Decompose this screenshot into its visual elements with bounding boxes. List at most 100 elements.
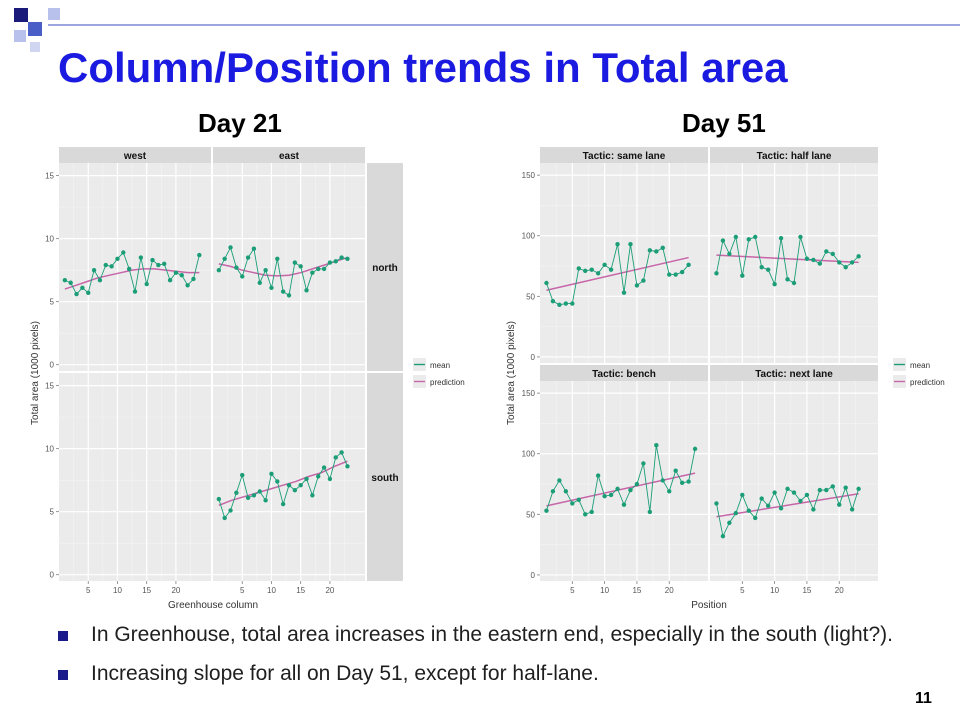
y-tick-label: 50 — [526, 292, 535, 301]
mean-point — [753, 515, 758, 521]
corner-square-light — [48, 8, 60, 20]
mean-point — [798, 498, 803, 504]
mean-point — [615, 242, 620, 247]
mean-point — [602, 262, 607, 268]
mean-point — [830, 484, 835, 489]
corner-square-pale — [30, 42, 40, 52]
mean-point — [817, 261, 823, 266]
x-tick-label: 20 — [665, 586, 674, 595]
mean-point — [222, 515, 227, 521]
mean-point — [185, 283, 190, 288]
facet-strip — [213, 147, 365, 163]
mean-point — [216, 496, 222, 502]
mean-point — [286, 482, 292, 488]
mean-point — [275, 256, 280, 262]
mean-point — [345, 256, 350, 262]
mean-point — [843, 265, 848, 270]
mean-point — [673, 468, 678, 473]
x-tick-label: 15 — [296, 586, 305, 595]
mean-point — [628, 242, 633, 247]
mean-point — [557, 302, 562, 308]
mean-point — [654, 443, 659, 448]
x-tick-label: 15 — [802, 586, 811, 595]
mean-point — [759, 496, 764, 501]
mean-point — [785, 486, 790, 492]
panel-background — [540, 381, 708, 581]
mean-point — [228, 245, 233, 250]
mean-point — [602, 493, 607, 499]
mean-point — [811, 257, 816, 263]
mean-point — [660, 478, 665, 483]
facet-strip-label: Tactic: same lane — [583, 151, 666, 162]
mean-point — [97, 278, 103, 283]
mean-point — [304, 288, 309, 293]
mean-point — [68, 280, 73, 285]
mean-point — [785, 277, 790, 282]
mean-point — [714, 501, 719, 506]
mean-point — [576, 266, 581, 271]
mean-point — [286, 293, 292, 298]
y-tick-label: 50 — [526, 510, 535, 519]
facet-row-strip — [367, 373, 403, 581]
mean-point — [126, 266, 132, 272]
mean-point — [727, 251, 732, 257]
mean-point — [310, 270, 315, 275]
mean-point — [583, 512, 588, 517]
y-tick-label: 150 — [522, 389, 536, 398]
mean-point — [156, 262, 161, 268]
prediction-line — [716, 492, 859, 518]
x-tick-label: 5 — [570, 586, 575, 595]
mean-point — [570, 301, 575, 306]
mean-point — [798, 234, 803, 240]
mean-point — [257, 280, 262, 285]
mean-point — [240, 472, 245, 478]
slide-title: Column/Position trends in Total area — [58, 44, 788, 91]
mean-point — [234, 490, 239, 495]
mean-point — [234, 265, 239, 270]
x-tick-label: 5 — [740, 586, 745, 595]
mean-point — [740, 273, 745, 278]
x-tick-label: 5 — [86, 586, 91, 595]
mean-point — [634, 283, 640, 288]
mean-point — [746, 508, 751, 513]
mean-point — [753, 234, 758, 240]
mean-point — [720, 238, 726, 243]
y-tick-label: 100 — [522, 232, 536, 241]
x-axis-label: Position — [691, 600, 727, 611]
facet-row-label: south — [371, 473, 398, 484]
mean-point — [772, 282, 777, 287]
mean-point — [817, 487, 823, 493]
mean-point — [150, 257, 155, 263]
mean-point — [263, 267, 268, 273]
mean-point — [222, 256, 227, 262]
mean-point — [298, 264, 303, 269]
mean-point — [269, 285, 274, 290]
mean-point — [121, 250, 126, 255]
mean-point — [74, 291, 79, 297]
mean-point — [778, 506, 784, 511]
corner-square-light-2 — [14, 30, 26, 42]
mean-point — [298, 482, 303, 488]
corner-square-navy — [14, 8, 28, 22]
mean-point — [824, 249, 829, 254]
mean-point — [197, 252, 202, 258]
mean-point — [686, 262, 691, 268]
mean-point — [772, 490, 777, 495]
mean-point — [667, 489, 672, 494]
mean-point — [245, 255, 251, 260]
mean-point — [673, 272, 678, 277]
bullet-text: Increasing slope for all on Day 51, exce… — [91, 662, 599, 685]
facet-strip — [710, 147, 878, 163]
bullet-square-icon — [58, 670, 68, 680]
x-tick-label: 10 — [600, 586, 609, 595]
prediction-line — [716, 254, 859, 264]
mean-point — [733, 234, 739, 240]
mean-point — [280, 501, 286, 507]
mean-point — [595, 473, 601, 478]
mean-point — [269, 471, 274, 477]
mean-point — [167, 278, 173, 283]
mean-point — [162, 261, 167, 267]
y-axis-label: Total area (1000 pixels) — [506, 321, 517, 425]
mean-point — [316, 474, 321, 479]
